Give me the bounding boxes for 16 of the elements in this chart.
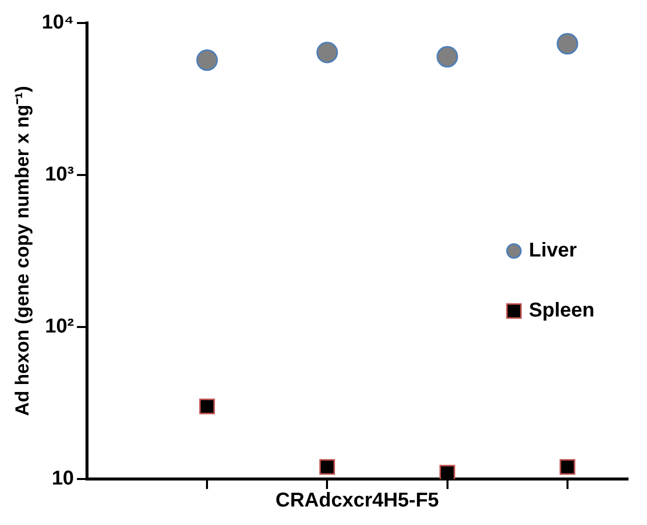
point <box>316 42 338 64</box>
point <box>556 33 578 55</box>
point <box>439 464 456 479</box>
y-tick-label: 10⁴ <box>42 12 74 34</box>
legend-label: Liver <box>528 240 577 262</box>
y-tick-label: 10³ <box>45 164 74 186</box>
point <box>199 398 215 414</box>
point <box>319 459 336 475</box>
point <box>560 459 576 475</box>
y-tick-label: 10² <box>45 316 74 338</box>
legend-label: Spleen <box>528 300 594 322</box>
y-tick-label: 10 <box>52 468 74 490</box>
x-axis-title: CRAdcxcr4H5-F5 <box>276 490 439 512</box>
point <box>436 46 458 68</box>
y-axis-title: Ad hexon (gene copy number x ng⁻¹) <box>12 86 34 416</box>
point <box>196 49 218 71</box>
